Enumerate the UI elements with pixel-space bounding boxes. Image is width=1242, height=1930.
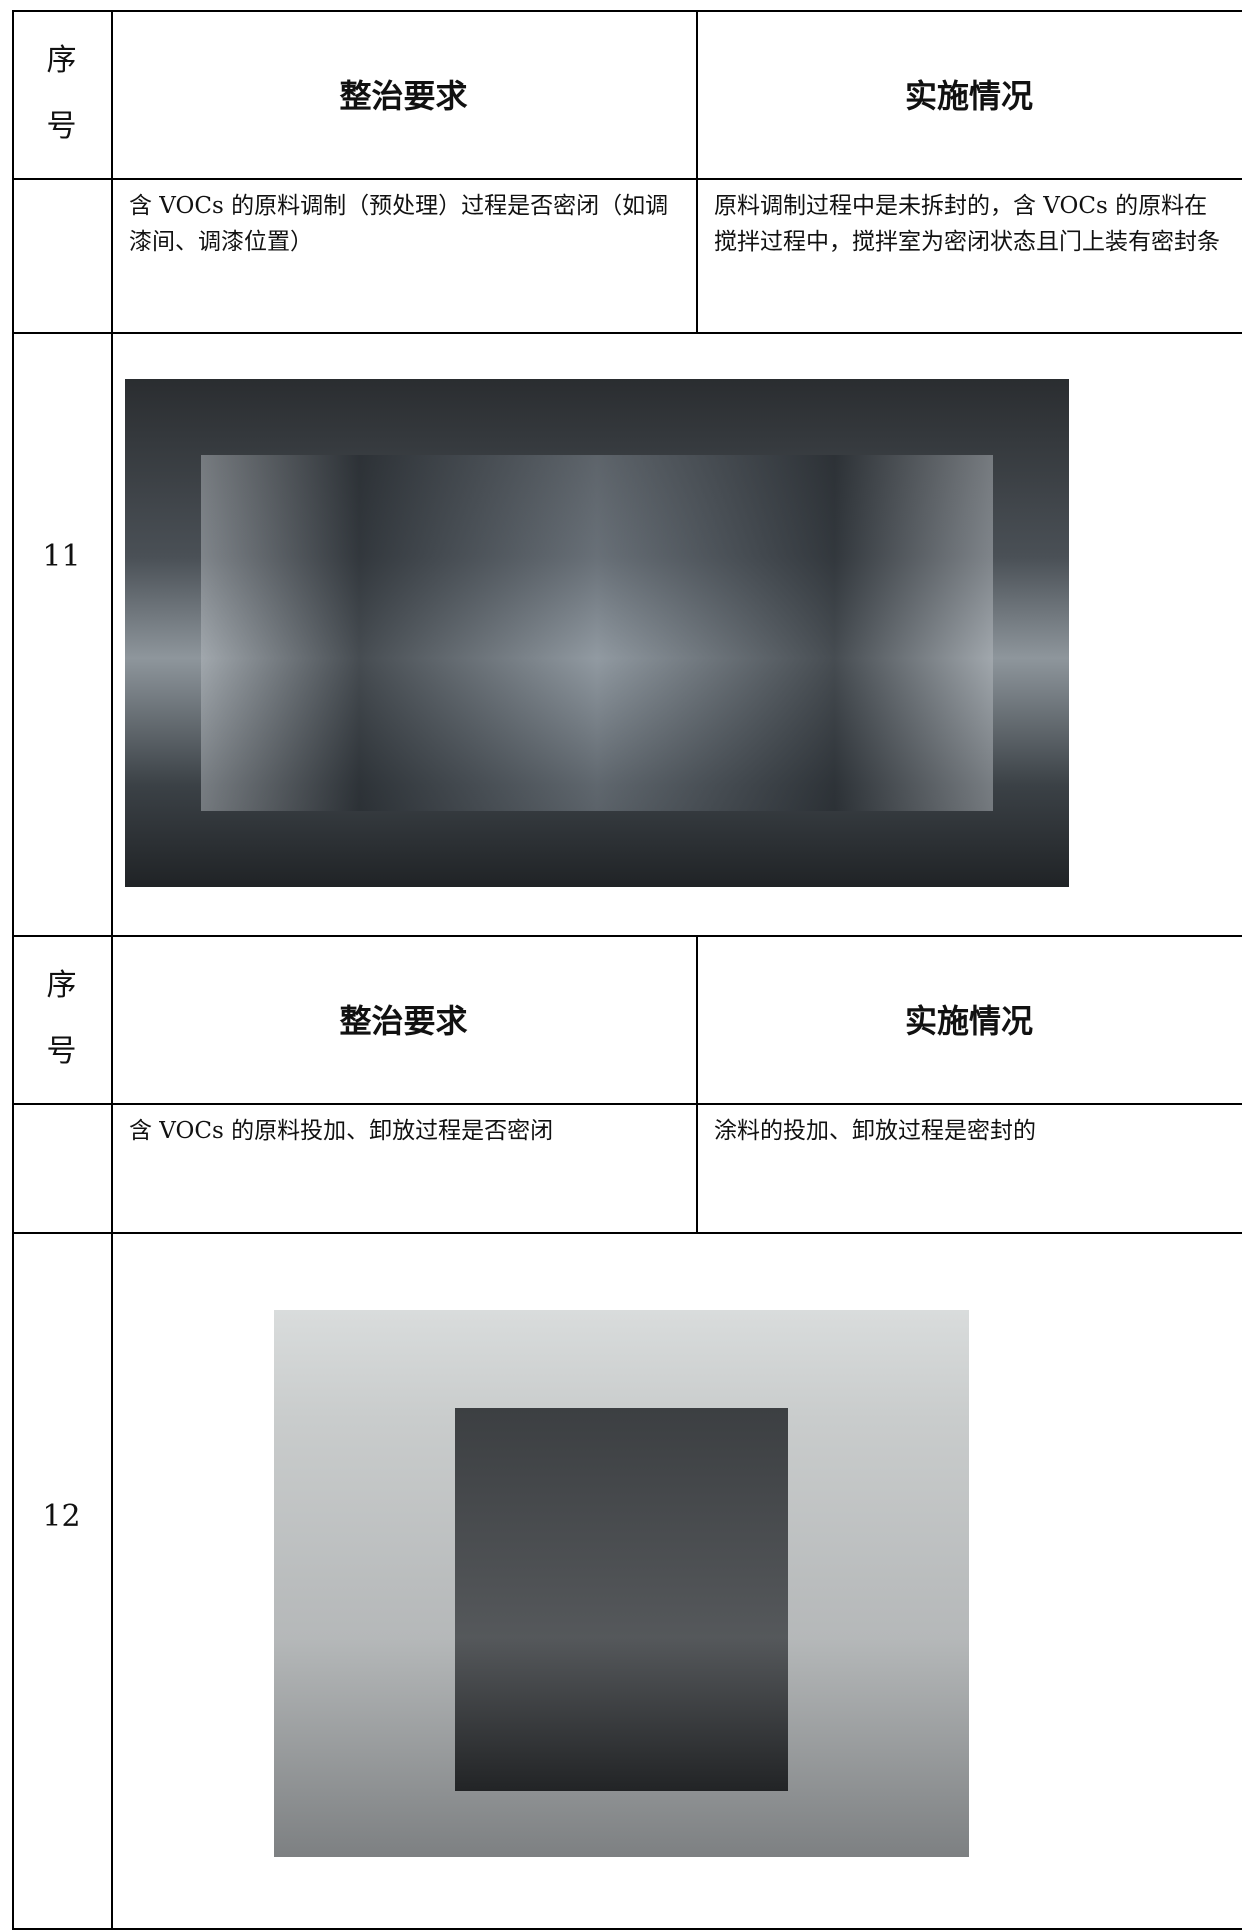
photo-detail [454, 1408, 789, 1792]
col-border [12, 10, 14, 935]
row-border [12, 1928, 1242, 1930]
photo-detail [200, 455, 994, 811]
header-requirement: 整治要求 [339, 1002, 468, 1040]
col-border [111, 10, 113, 935]
photo [274, 1310, 969, 1857]
photo [125, 379, 1069, 887]
col-border [696, 10, 698, 332]
requirement: 含 VOCs 的原料投加、卸放过程是否密闭 [129, 1118, 554, 1144]
row-border [12, 178, 1242, 180]
header-requirement: 整治要求 [339, 77, 468, 115]
requirement: 含 VOCs 的原料调制（预处理）过程是否密闭（如调漆间、调漆位置） [129, 193, 669, 255]
row-border [12, 1103, 1242, 1105]
item-no: 11 [42, 539, 81, 574]
implementation: 原料调制过程中是未拆封的，含 VOCs 的原料在搅拌过程中，搅拌室为密闭状态且门… [714, 193, 1220, 255]
row-border [12, 1232, 1242, 1234]
col-border [696, 935, 698, 1232]
implementation: 涂料的投加、卸放过程是密封的 [714, 1118, 1036, 1144]
header-no: 序号 [12, 10, 111, 178]
header-no: 序号 [12, 935, 111, 1103]
row-border [12, 935, 1242, 937]
col-border [12, 935, 14, 1930]
header-no-text: 序号 [46, 43, 77, 144]
row-border [12, 332, 1242, 334]
header-implementation: 实施情况 [904, 77, 1033, 115]
row-border [12, 10, 1242, 12]
header-no-text: 序号 [46, 968, 77, 1069]
col-border [111, 935, 113, 1930]
header-implementation: 实施情况 [904, 1002, 1033, 1040]
item-no: 12 [42, 1499, 81, 1534]
